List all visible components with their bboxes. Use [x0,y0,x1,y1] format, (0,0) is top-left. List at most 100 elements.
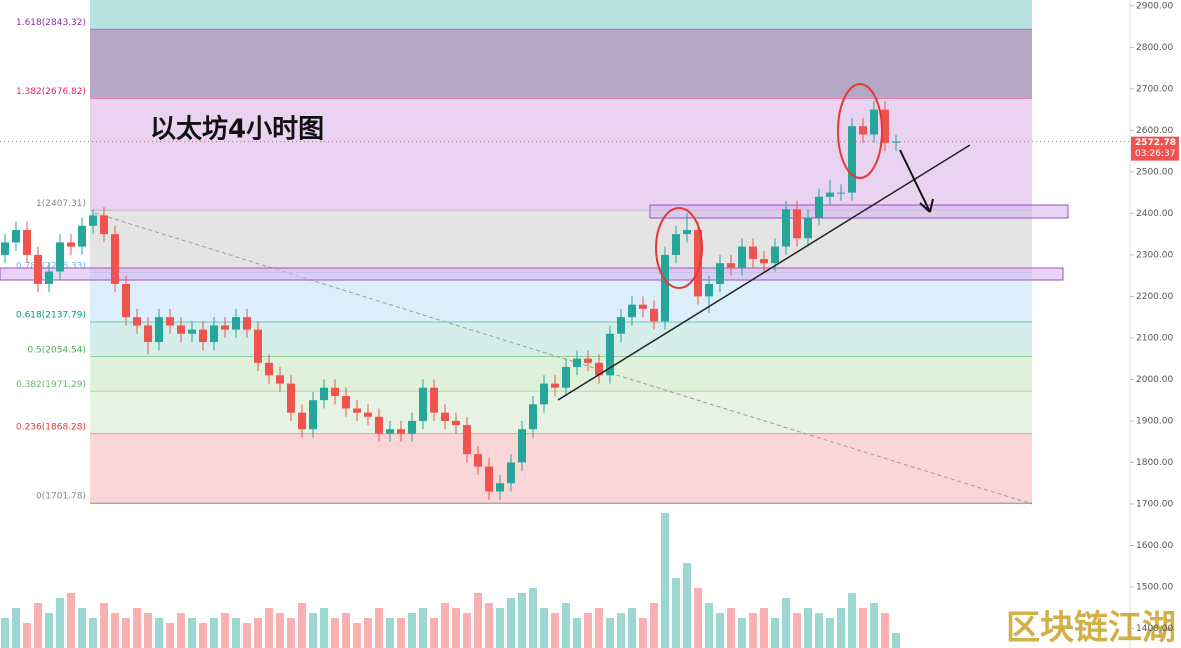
volume-bar [144,613,152,648]
volume-bar [573,618,581,648]
volume-bar [771,618,779,648]
candle-body [507,462,515,484]
candle-body [166,317,174,326]
fib-zone [90,210,1032,274]
candle-body [133,317,141,326]
candle-body [639,304,647,309]
fib-zone [90,434,1032,504]
candle-body [441,412,449,421]
candle-body [78,225,86,247]
volume-bar [122,618,130,648]
candle-body [848,126,856,193]
volume-bar [1,618,9,648]
fib-label: 0.236(1868.28) [16,423,86,433]
volume-bar [419,608,427,648]
candle-body [485,466,493,492]
candle-body [386,429,394,434]
trend-line [557,144,971,401]
fib-zone [90,29,1032,99]
candle-body [276,375,284,384]
volume-bar [650,603,658,648]
candle-body [221,325,229,330]
fib-zones: 1.618(2843.32) 1.382(2676.82) 1(2407.31) 0.… [16,0,1032,504]
volume-bar [309,613,317,648]
volume-bar [815,613,823,648]
candle-body [375,416,383,434]
candle-body [562,366,570,388]
volume-bar [639,618,647,648]
volume-bar [452,608,460,648]
volume-bar [617,613,625,648]
candles [1,101,900,500]
fib-label: 1.382(2676.82) [16,87,86,97]
candle-body [749,246,757,260]
candle-body [771,246,779,264]
volume-bar [716,613,724,648]
candle-body [540,383,548,405]
y-tick-label: 2400.00 [1136,209,1173,219]
candle-body [265,362,273,376]
candle-body [287,383,295,413]
volume-bar [243,623,251,648]
candle-body [496,483,504,492]
volume-bar [551,613,559,648]
volume-bar [705,603,713,648]
y-tick-label: 1900.00 [1136,416,1173,426]
volume-bar [78,608,86,648]
volume-bar [232,618,240,648]
price-label: 2572.78 [1135,138,1176,148]
candle-body [760,259,768,264]
candle-body [837,192,845,194]
volume-bar [738,618,746,648]
y-tick-label: 1800.00 [1136,458,1173,468]
volume-bar [276,613,284,648]
volume-bar [529,588,537,648]
fib-zone [90,356,1032,392]
candle-body [353,408,361,413]
y-tick-label: 2000.00 [1136,375,1173,385]
fib-label: 0.786(2256.33) [16,262,86,272]
candle-body [155,317,163,343]
candle-body [595,362,603,376]
volume-bar [848,593,856,648]
candle-body [342,396,350,409]
candle-body [892,141,900,143]
countdown: 03:26:37 [1135,149,1175,159]
volume-bar [793,613,801,648]
candle-body [309,400,317,430]
fib-zone [90,322,1032,357]
fib-label: 0.382(1971.29) [16,380,86,390]
candle-body [804,217,812,239]
volume-bar [199,623,207,648]
candle-body [320,387,328,401]
volume-bar [100,603,108,648]
y-tick-label: 2200.00 [1136,292,1173,302]
candle-body [584,358,592,363]
volume-bar [661,513,669,648]
volume-bar [595,608,603,648]
candle-body [298,412,306,430]
volume-bar [320,608,328,648]
y-tick-label: 1500.00 [1136,582,1173,592]
volume-bar [364,618,372,648]
chart-title: 以太坊4小时图 [150,114,324,145]
volume-bar [133,608,141,648]
candle-body [397,429,405,434]
arrow [899,149,934,213]
volume-bar [496,608,504,648]
candle-body [661,254,669,322]
candle-body [463,425,471,455]
candle-body [727,263,735,268]
candle-body [617,317,625,334]
y-tick-label: 1700.00 [1136,499,1173,509]
y-tick-label: 2300.00 [1136,250,1173,260]
candle-body [881,109,889,143]
candle-body [716,263,724,284]
zone-box [0,267,1064,281]
volume-bar [870,603,878,648]
candle-body [672,234,680,255]
candle-body [705,283,713,297]
y-tick-label: 2500.00 [1136,167,1173,177]
volume-bar [12,608,20,648]
candle-body [243,317,251,330]
